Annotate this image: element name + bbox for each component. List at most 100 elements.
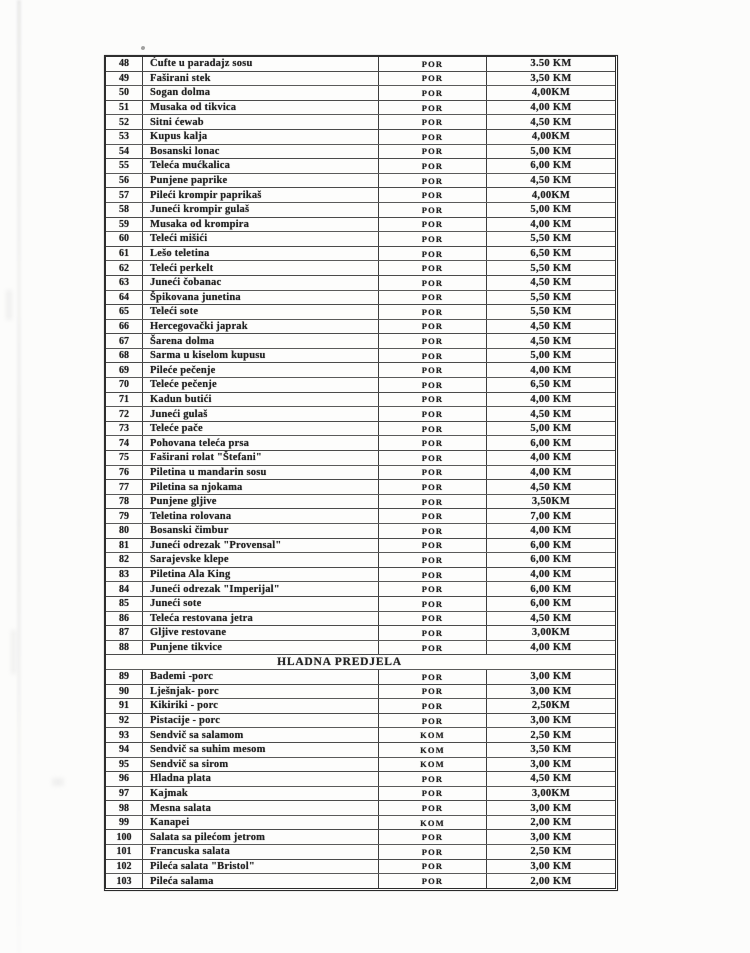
row-number-cell: 102 <box>106 859 143 874</box>
row-number-cell: 60 <box>106 232 143 246</box>
price-cell: 4,50 KM <box>530 408 572 420</box>
price-cell: 4,00 KM <box>530 452 572 464</box>
item-name-cell: Sendvič sa sirom <box>143 757 379 772</box>
row-number-cell: 74 <box>106 436 143 451</box>
row-number-cell: 90 <box>106 684 143 699</box>
table-row: 96 Hladna plata POR 4,50 KM <box>106 772 615 787</box>
item-name-cell: Piletina Ala King <box>143 567 379 582</box>
unit-cell: POR <box>379 436 487 451</box>
price-cell: 3,00 KM <box>530 715 572 727</box>
table-row: 64 Špikovana junetina POR 5,50 KM <box>106 290 615 306</box>
table-row: 52 Sitni ćewab POR 4,50 KM <box>106 115 615 130</box>
item-name-cell: Hladna plata <box>143 772 379 786</box>
unit-cell: POR <box>379 100 487 115</box>
table-row: 66 Hercegovački japrak POR 4,50 KM <box>106 319 615 335</box>
unit-cell: POR <box>379 115 487 129</box>
item-name-cell: Juneći gulaš <box>143 407 379 421</box>
table-row: 81 Juneći odrezak "Provensal" POR 6,00 KM <box>106 538 615 554</box>
price-cell: 2,50 KM <box>530 729 572 741</box>
price-cell: 3,50 KM <box>530 744 572 756</box>
price-cell: 4,00 KM <box>530 364 572 376</box>
item-name-cell: Gljive restovane <box>143 626 379 640</box>
unit-cell: POR <box>379 86 487 100</box>
unit-cell: POR <box>379 290 487 305</box>
price-cell: 2,00 KM <box>530 875 572 887</box>
price-cell: 6,00 KM <box>530 598 572 610</box>
table-row: 102 Pileća salata "Bristol" POR 3,00 KM <box>106 859 615 875</box>
table-row: 63 Juneći čobanac POR 4,50 KM <box>106 275 615 291</box>
price-cell: 3,00 KM <box>530 685 572 697</box>
scan-smudge <box>6 290 12 320</box>
price-cell: 5,50 KM <box>530 262 572 274</box>
row-number-cell: 48 <box>106 57 143 71</box>
table-row: 71 Kadun butići POR 4,00 KM <box>106 392 615 408</box>
row-number-cell: 71 <box>106 392 143 407</box>
row-number-cell: 65 <box>106 305 143 319</box>
unit-cell: POR <box>379 348 487 363</box>
price-cell: 4,00 KM <box>530 102 572 114</box>
price-cell: 4,50 KM <box>530 612 572 624</box>
unit-cell: POR <box>379 188 487 202</box>
unit-cell: POR <box>379 596 487 611</box>
table-row: 59 Musaka od krompira POR 4,00 KM <box>106 217 615 233</box>
price-cell: 4,50 KM <box>530 335 572 347</box>
item-name-cell: Faširani rolat "Štefani" <box>143 451 379 465</box>
price-cell: 4,00 KM <box>530 466 572 478</box>
item-name-cell: Musaka od tikvica <box>143 100 379 115</box>
item-name-cell: Juneći odrezak "Imperijal" <box>143 582 379 596</box>
unit-cell: KOM <box>379 757 487 772</box>
item-name-cell: Punjene tikvice <box>143 640 379 655</box>
row-number-cell: 66 <box>106 319 143 334</box>
price-cell: 4,50 KM <box>530 277 572 289</box>
price-cell: 4,50 KM <box>530 116 572 128</box>
price-cell: 3,00 KM <box>530 671 572 683</box>
row-number-cell: 101 <box>106 845 143 859</box>
unit-cell: POR <box>379 480 487 494</box>
table-row: 95 Sendvič sa sirom KOM 3,00 KM <box>106 757 615 773</box>
item-name-cell: Piletina u mandarin sosu <box>143 465 379 480</box>
row-number-cell: 51 <box>106 100 143 115</box>
item-name-cell: Pileće pečenje <box>143 363 379 378</box>
price-cell: 5,00 KM <box>530 423 572 435</box>
price-cell: 6,00 KM <box>530 437 572 449</box>
table-row: 57 Pileći krompir paprikaš POR 4,00KM <box>106 188 615 203</box>
price-cell: 5,50 KM <box>530 291 572 303</box>
unit-cell: POR <box>379 524 487 538</box>
unit-cell: POR <box>379 611 487 626</box>
unit-cell: POR <box>379 71 487 86</box>
row-number-cell: 69 <box>106 363 143 378</box>
row-number-cell: 49 <box>106 71 143 86</box>
item-name-cell: Bosanski čimbur <box>143 524 379 538</box>
table-row: 76 Piletina u mandarin sosu POR 4,00 KM <box>106 465 615 481</box>
table-row: 65 Teleći sote POR 5,50 KM <box>106 305 615 320</box>
row-number-cell: 62 <box>106 261 143 275</box>
table-row: 91 Kikiriki - porc POR 2,50KM <box>106 699 615 714</box>
price-cell: 4,00 KM <box>530 525 572 537</box>
unit-cell: POR <box>379 246 487 261</box>
item-name-cell: Faširani stek <box>143 71 379 86</box>
price-cell: 4,50 KM <box>530 773 572 785</box>
table-row: 50 Sogan dolma POR 4,00KM <box>106 86 615 101</box>
unit-cell: KOM <box>379 815 487 830</box>
table-row: 101 Francuska salata POR 2,50 KM <box>106 845 615 860</box>
unit-cell: POR <box>379 830 487 845</box>
unit-cell: POR <box>379 567 487 582</box>
item-name-cell: Lešo teletina <box>143 246 379 261</box>
item-name-cell: Bosanski lonac <box>143 144 379 159</box>
price-cell: 6,00 KM <box>530 554 572 566</box>
item-name-cell: Kupus kalja <box>143 129 379 144</box>
unit-cell: POR <box>379 129 487 144</box>
row-number-cell: 79 <box>106 509 143 523</box>
row-number-cell: 61 <box>106 246 143 261</box>
table-row: 99 Kanapei KOM 2,00 KM <box>106 815 615 831</box>
unit-cell: POR <box>379 786 487 801</box>
item-name-cell: Juneći čobanac <box>143 275 379 290</box>
row-number-cell: 87 <box>106 626 143 640</box>
price-cell: 3,50 KM <box>530 72 572 84</box>
row-number-cell: 59 <box>106 217 143 232</box>
item-name-cell: Kadun butići <box>143 392 379 407</box>
table-row: 84 Juneći odrezak "Imperijal" POR 6,00 KM <box>106 582 615 597</box>
item-name-cell: Kanapei <box>143 815 379 830</box>
price-cell: 4,50 KM <box>530 320 572 332</box>
item-name-cell: Kikiriki - porc <box>143 699 379 713</box>
